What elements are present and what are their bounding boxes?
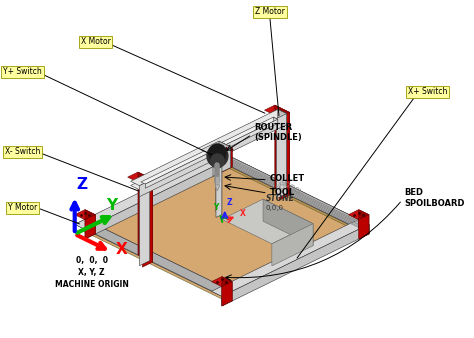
Polygon shape bbox=[222, 143, 232, 167]
Polygon shape bbox=[359, 210, 369, 234]
Polygon shape bbox=[222, 148, 232, 172]
Polygon shape bbox=[222, 276, 232, 301]
Text: X Motor: X Motor bbox=[81, 38, 110, 47]
Text: X+ Switch: X+ Switch bbox=[408, 88, 447, 97]
Polygon shape bbox=[222, 199, 313, 244]
Text: Z Motor: Z Motor bbox=[255, 7, 285, 17]
Text: 0,  0,  0
X, Y, Z
MACHINE ORIGIN: 0, 0, 0 X, Y, Z MACHINE ORIGIN bbox=[55, 256, 129, 289]
Polygon shape bbox=[216, 150, 222, 215]
Polygon shape bbox=[222, 282, 232, 306]
Polygon shape bbox=[81, 161, 363, 299]
Polygon shape bbox=[215, 185, 220, 191]
Polygon shape bbox=[222, 154, 369, 228]
Polygon shape bbox=[276, 118, 287, 199]
Text: 0,0,0: 0,0,0 bbox=[266, 206, 284, 212]
Text: Y+ Switch: Y+ Switch bbox=[3, 68, 42, 76]
Polygon shape bbox=[359, 219, 369, 234]
Text: STONE: STONE bbox=[266, 194, 295, 203]
Polygon shape bbox=[278, 109, 287, 125]
Polygon shape bbox=[75, 152, 232, 230]
Polygon shape bbox=[278, 114, 287, 194]
Polygon shape bbox=[216, 152, 222, 217]
Polygon shape bbox=[359, 215, 369, 239]
Polygon shape bbox=[222, 291, 232, 306]
Text: Z: Z bbox=[227, 198, 232, 207]
Text: Z: Z bbox=[77, 177, 88, 192]
Polygon shape bbox=[272, 224, 313, 266]
Text: Y: Y bbox=[107, 198, 118, 213]
Circle shape bbox=[209, 144, 226, 162]
Polygon shape bbox=[141, 117, 278, 184]
Polygon shape bbox=[211, 143, 232, 153]
Polygon shape bbox=[75, 210, 95, 220]
Polygon shape bbox=[85, 210, 95, 234]
Polygon shape bbox=[138, 172, 153, 262]
Polygon shape bbox=[139, 114, 287, 197]
Polygon shape bbox=[146, 119, 278, 188]
Polygon shape bbox=[359, 224, 369, 239]
Polygon shape bbox=[142, 179, 153, 267]
Text: BED
SPOILBOARD: BED SPOILBOARD bbox=[404, 188, 465, 208]
Text: X: X bbox=[115, 242, 127, 257]
Text: X- Switch: X- Switch bbox=[5, 147, 40, 156]
Polygon shape bbox=[222, 161, 363, 234]
Polygon shape bbox=[85, 219, 232, 301]
Polygon shape bbox=[273, 117, 278, 123]
Polygon shape bbox=[264, 105, 290, 117]
Polygon shape bbox=[219, 141, 231, 168]
Polygon shape bbox=[211, 276, 232, 287]
Polygon shape bbox=[85, 215, 95, 239]
Polygon shape bbox=[131, 180, 150, 190]
Text: TOOL: TOOL bbox=[270, 188, 295, 197]
Polygon shape bbox=[131, 109, 287, 186]
Text: Y: Y bbox=[213, 203, 219, 212]
Polygon shape bbox=[128, 172, 153, 184]
Polygon shape bbox=[141, 180, 150, 261]
Text: Y Motor: Y Motor bbox=[8, 203, 37, 213]
Polygon shape bbox=[263, 199, 313, 246]
Polygon shape bbox=[201, 141, 231, 155]
Polygon shape bbox=[211, 152, 369, 230]
Text: X: X bbox=[240, 209, 246, 218]
Polygon shape bbox=[222, 160, 369, 233]
Polygon shape bbox=[139, 185, 150, 266]
Polygon shape bbox=[222, 152, 232, 167]
Polygon shape bbox=[222, 157, 369, 230]
Circle shape bbox=[211, 154, 224, 168]
Polygon shape bbox=[279, 112, 290, 200]
Polygon shape bbox=[211, 219, 369, 296]
Polygon shape bbox=[222, 230, 363, 303]
Text: MODEL: MODEL bbox=[278, 178, 303, 195]
Polygon shape bbox=[75, 219, 232, 296]
Text: ROUTER
(SPINDLE): ROUTER (SPINDLE) bbox=[254, 123, 301, 142]
Polygon shape bbox=[85, 158, 232, 239]
Text: COLLET: COLLET bbox=[270, 174, 305, 184]
Polygon shape bbox=[267, 114, 287, 123]
Polygon shape bbox=[275, 105, 290, 195]
Polygon shape bbox=[222, 152, 369, 234]
Polygon shape bbox=[348, 210, 369, 220]
Text: 3D: 3D bbox=[274, 182, 286, 191]
Polygon shape bbox=[210, 150, 222, 155]
Polygon shape bbox=[213, 147, 231, 176]
Circle shape bbox=[207, 145, 228, 167]
Polygon shape bbox=[222, 224, 369, 306]
